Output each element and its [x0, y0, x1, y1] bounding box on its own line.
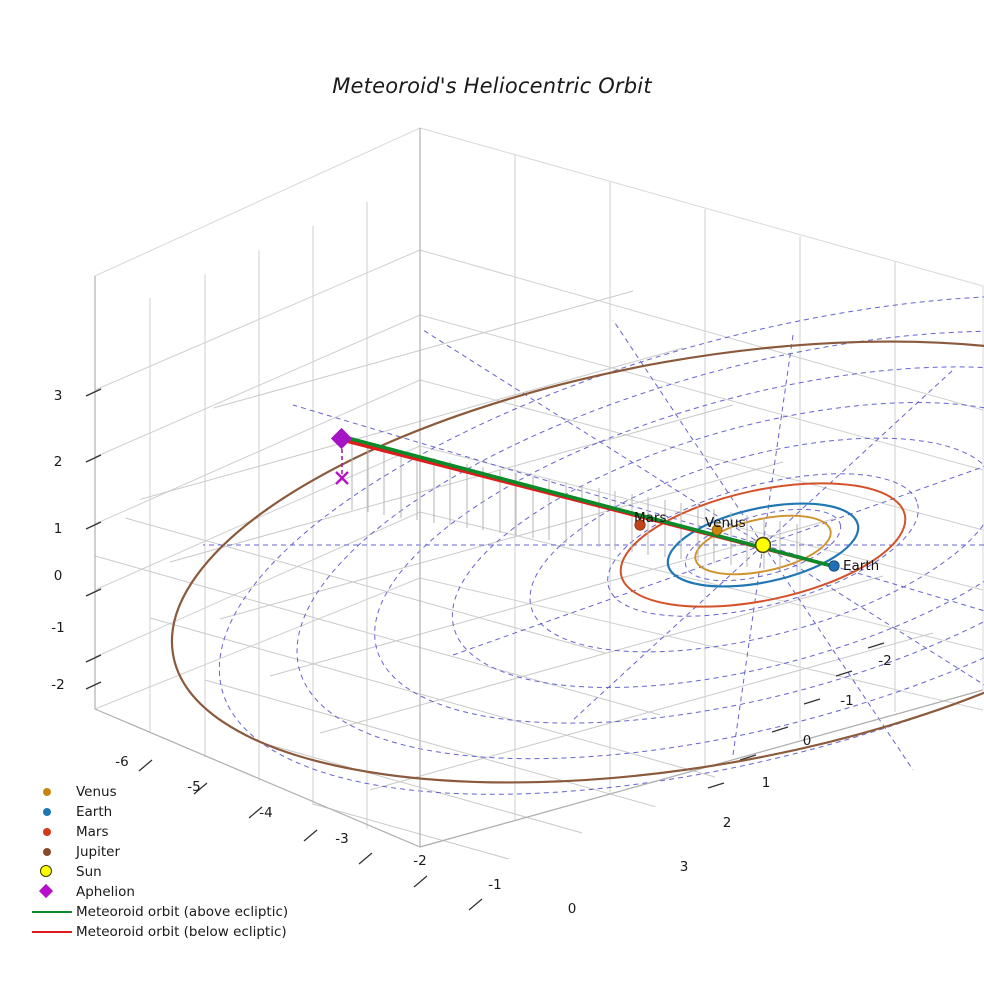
y-tick-label: -2 — [878, 653, 891, 669]
mars-label: Mars — [634, 510, 667, 526]
green-line-legend-icon — [30, 902, 76, 922]
z-tick-label: 1 — [54, 521, 63, 537]
z-tick-label: -2 — [51, 677, 64, 693]
x-tick-label: -1 — [488, 877, 501, 893]
legend-label: Mars — [76, 824, 109, 840]
legend-item-earth[interactable]: Earth — [30, 802, 330, 822]
venus-label: Venus — [705, 515, 746, 531]
z-tick-label: -1 — [51, 620, 64, 636]
x-tick-label: -3 — [335, 831, 348, 847]
venus-legend-marker-icon — [30, 782, 76, 802]
legend-label: Earth — [76, 804, 113, 820]
x-tick-marks — [138, 759, 483, 911]
mars-marker — [634, 519, 646, 531]
z-tick-marks — [85, 388, 102, 690]
aphelion-projection-x-icon — [335, 471, 349, 485]
aphelion-legend-marker-icon — [30, 882, 76, 902]
aphelion-marker — [330, 427, 353, 450]
polar-grid — [203, 295, 984, 795]
earth-label: Earth — [843, 558, 879, 574]
legend-item-jupiter[interactable]: Jupiter — [30, 842, 330, 862]
x-tick-label: 0 — [568, 901, 577, 917]
z-tick-label: 0 — [54, 568, 63, 584]
x-tick-labels: -6 -5 -4 -3 -2 -1 0 — [115, 754, 576, 917]
legend-item-mars[interactable]: Mars — [30, 822, 330, 842]
legend: Venus Earth Mars Jupiter Sun — [30, 782, 330, 942]
legend-label: Venus — [76, 784, 117, 800]
mars-orbit-path — [619, 482, 907, 608]
legend-label: Meteoroid orbit (above ecliptic) — [76, 904, 289, 920]
venus-orbit-path — [694, 514, 832, 576]
legend-item-meteoroid-above[interactable]: Meteoroid orbit (above ecliptic) — [30, 902, 330, 922]
x-tick-label: -2 — [413, 853, 426, 869]
y-tick-label: 0 — [803, 733, 812, 749]
meteoroid-orbit-above-ecliptic — [342, 435, 838, 569]
z-tick-label: 2 — [54, 454, 63, 470]
legend-item-meteoroid-below[interactable]: Meteoroid orbit (below ecliptic) — [30, 922, 330, 942]
legend-label: Aphelion — [76, 884, 135, 900]
legend-item-sun[interactable]: Sun — [30, 862, 330, 882]
polar-grid-spokes — [203, 319, 984, 771]
sun-marker — [754, 536, 772, 554]
y-tick-marks — [707, 642, 885, 789]
earth-legend-marker-icon — [30, 802, 76, 822]
y-tick-label: 2 — [723, 815, 732, 831]
mars-legend-marker-icon — [30, 822, 76, 842]
x-tick-label: -6 — [115, 754, 128, 770]
earth-marker — [828, 560, 840, 572]
sun-legend-marker-icon — [30, 862, 76, 882]
back-pane-right — [419, 127, 984, 848]
y-tick-label: 1 — [762, 775, 771, 791]
legend-item-aphelion[interactable]: Aphelion — [30, 882, 330, 902]
z-tick-labels: 3 2 1 0 -1 -2 — [51, 388, 64, 693]
jupiter-legend-marker-icon — [30, 842, 76, 862]
y-tick-label: 3 — [680, 859, 689, 875]
venus-marker — [711, 524, 723, 536]
red-line-legend-icon — [30, 922, 76, 942]
y-tick-labels: -2 -1 0 1 2 3 — [680, 653, 892, 875]
legend-label: Sun — [76, 864, 102, 880]
orbit-drop-stems — [351, 443, 798, 573]
y-tick-label: -1 — [840, 693, 853, 709]
z-tick-label: 3 — [54, 388, 63, 404]
jupiter-orbit-path — [170, 340, 984, 784]
x-tick-label: -5 — [187, 779, 200, 795]
earth-orbit-path — [666, 502, 860, 588]
legend-label: Jupiter — [76, 844, 121, 860]
x-tick-label: -4 — [259, 805, 272, 821]
legend-label: Meteoroid orbit (below ecliptic) — [76, 924, 287, 940]
legend-item-venus[interactable]: Venus — [30, 782, 330, 802]
page-title: Meteoroid's Heliocentric Orbit — [332, 74, 652, 98]
